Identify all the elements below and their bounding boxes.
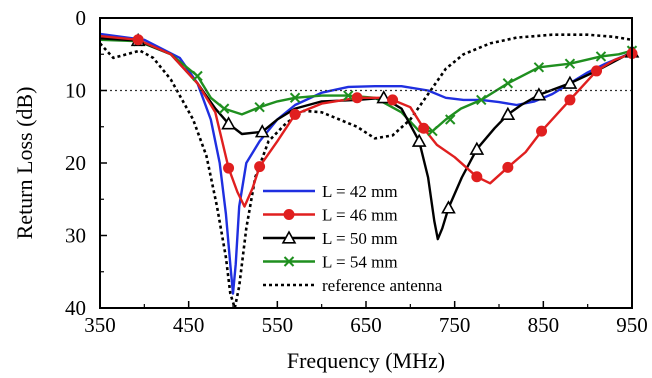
- legend-label-l-42-mm: L = 42 mm: [322, 182, 398, 201]
- legend-marker-l-46-mm: [283, 209, 295, 220]
- x-tick-label: 950: [616, 313, 648, 337]
- x-tick-label: 350: [84, 313, 116, 337]
- series-line-reference-antenna: [99, 33, 633, 310]
- legend-label-l-50-mm: L = 50 mm: [322, 229, 398, 248]
- data-point-l-54-mm: [218, 103, 230, 114]
- x-axis-label: Frequency (MHz): [287, 348, 445, 373]
- data-point-l-50-mm: [531, 87, 547, 101]
- data-point-l-50-mm: [221, 116, 236, 130]
- series-markers: [130, 32, 640, 214]
- data-point-l-50-mm: [469, 141, 485, 155]
- data-point-l-50-mm: [562, 75, 578, 89]
- data-point-l-54-mm: [564, 58, 576, 69]
- y-axis-label: Return Loss (dB): [12, 87, 37, 240]
- legend: L = 42 mm L = 46 mm L = 50 mm L = 54 mm refe…: [263, 182, 443, 295]
- data-point-l-54-mm: [192, 70, 203, 82]
- y-tick-label: 30: [65, 224, 86, 248]
- data-point-l-46-mm: [132, 34, 144, 46]
- legend-label-l-46-mm: L = 46 mm: [322, 206, 398, 225]
- data-point-l-54-mm: [343, 90, 354, 101]
- series-line-l-42-mm: [99, 32, 633, 295]
- legend-marker-l-54-mm: [283, 256, 295, 267]
- data-point-l-50-mm: [500, 106, 516, 121]
- data-point-l-46-mm: [471, 171, 483, 183]
- x-tick-label: 550: [262, 313, 294, 337]
- data-point-l-46-mm: [351, 92, 363, 104]
- data-point-l-54-mm: [427, 125, 438, 137]
- x-tick-label: 850: [528, 313, 560, 337]
- y-axis-ticks: 0 10 20 30 40: [65, 6, 107, 320]
- data-point-l-46-mm: [223, 162, 235, 174]
- data-point-l-46-mm: [289, 108, 301, 120]
- data-point-l-50-mm: [411, 133, 427, 147]
- x-axis-ticks: 350 450 550 650 750 850 950: [84, 301, 648, 337]
- data-point-l-54-mm: [289, 92, 301, 103]
- x-tick-label: 750: [439, 313, 471, 337]
- legend-label-reference-antenna: reference antenna: [322, 276, 443, 295]
- data-point-l-46-mm: [418, 122, 430, 134]
- data-point-l-46-mm: [502, 161, 514, 173]
- data-point-l-54-mm: [595, 51, 607, 62]
- data-point-l-54-mm: [476, 94, 487, 106]
- y-tick-label: 10: [65, 79, 86, 103]
- series-line-l-46-mm: [99, 34, 633, 208]
- data-point-l-54-mm: [254, 101, 265, 113]
- x-tick-label: 650: [350, 313, 382, 337]
- data-point-l-54-mm: [533, 62, 545, 73]
- data-point-l-54-mm: [445, 114, 456, 125]
- y-tick-label: 0: [76, 6, 87, 30]
- data-point-l-46-mm: [564, 94, 576, 106]
- x-tick-label: 450: [173, 313, 205, 337]
- data-point-l-46-mm: [254, 161, 266, 173]
- legend-label-l-54-mm: L = 54 mm: [322, 253, 398, 272]
- data-point-l-50-mm: [254, 124, 270, 138]
- y-tick-label: 40: [65, 296, 86, 320]
- data-point-l-46-mm: [536, 125, 548, 137]
- data-point-l-50-mm: [376, 90, 392, 104]
- legend-marker-l-50-mm: [281, 230, 297, 244]
- y-tick-label: 20: [65, 151, 86, 175]
- data-point-l-46-mm: [387, 94, 399, 106]
- data-point-l-46-mm: [591, 65, 603, 77]
- data-point-l-50-mm: [441, 200, 456, 214]
- data-point-l-54-mm: [502, 78, 514, 89]
